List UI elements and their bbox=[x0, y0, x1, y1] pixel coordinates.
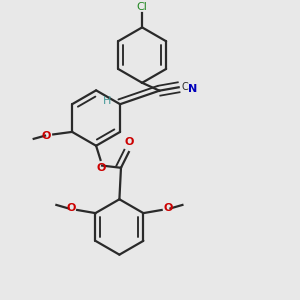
Text: H: H bbox=[103, 96, 111, 106]
Text: Cl: Cl bbox=[137, 2, 148, 12]
Text: O: O bbox=[42, 131, 51, 141]
Text: O: O bbox=[97, 163, 106, 173]
Text: O: O bbox=[163, 203, 172, 213]
Text: O: O bbox=[66, 203, 76, 213]
Text: O: O bbox=[125, 137, 134, 147]
Text: C: C bbox=[181, 82, 188, 92]
Text: N: N bbox=[188, 83, 197, 94]
